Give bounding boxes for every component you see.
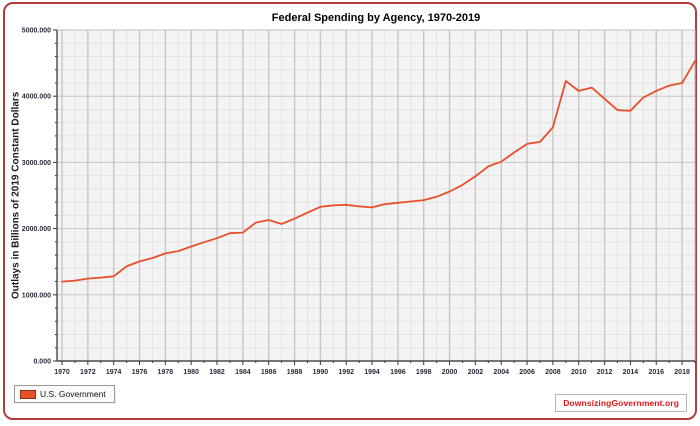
x-tick-label: 1974 [106,369,122,376]
x-tick-label: 1978 [158,369,174,376]
x-tick-label: 1990 [313,369,329,376]
x-tick-label: 2014 [623,369,639,376]
y-tick-label: 4000.000 [22,94,51,101]
y-tick-label: 5000.000 [22,28,51,35]
x-tick-label: 2010 [571,369,587,376]
plot-background [57,30,695,361]
x-tick-label: 1998 [416,369,432,376]
x-tick-label: 1992 [338,369,354,376]
chart-canvas: 0.000 1000.000 2000.000 3000.000 4000.000 500… [22,28,696,376]
x-tick-label: 1984 [235,369,251,376]
y-tick-label: 1000.000 [22,292,51,299]
legend: U.S. Government [14,385,115,403]
x-tick-label: 1976 [132,369,148,376]
legend-label: U.S. Government [40,389,106,399]
x-tick-label: 1986 [261,369,277,376]
x-tick-label: 1994 [364,369,380,376]
x-tick-label: 1988 [287,369,303,376]
x-tick-label: 1980 [183,369,199,376]
watermark-link[interactable]: DownsizingGovernment.org [555,394,687,412]
x-tick-label: 2012 [597,369,613,376]
x-tick-label: 1972 [80,369,96,376]
x-tick-label: 1982 [209,369,225,376]
y-tick-label: 0.000 [33,359,51,366]
legend-swatch [20,389,36,399]
x-tick-label: 2000 [442,369,458,376]
y-tick-label: 2000.000 [22,226,51,233]
x-tick-label: 2018 [674,369,690,376]
x-tick-label: 1970 [54,369,70,376]
chart-frame: Federal Spending by Agency, 1970-2019 Ou… [3,2,697,420]
x-tick-label: 2016 [648,369,664,376]
x-tick-label: 2006 [519,369,535,376]
x-tick-label: 2002 [468,369,484,376]
data-line-us-government [61,60,696,283]
chart-title: Federal Spending by Agency, 1970-2019 [271,12,481,24]
x-tick-label: 1996 [390,369,406,376]
y-tick-label: 3000.000 [22,160,51,167]
x-tick-label: 2004 [493,369,509,376]
x-tick-label: 2008 [545,369,561,376]
